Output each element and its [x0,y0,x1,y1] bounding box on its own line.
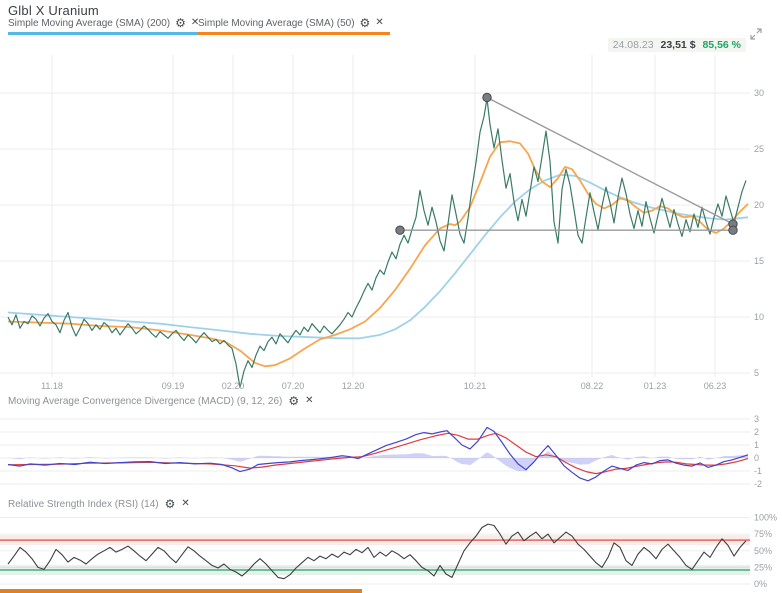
x-tick-label: 12.20 [341,381,365,391]
y-tick-label: 0% [754,579,767,589]
price-line [7,98,747,389]
macd-signal-line [7,432,749,475]
x-tick-label: 07.20 [281,381,305,391]
y-tick-label: -1 [754,466,762,476]
indicator-chip-sma-50[interactable]: Simple Moving Average (SMA) (50) ⚙ ✕ [198,17,390,35]
y-tick-label: 2 [754,427,759,437]
rsi-line [7,523,747,580]
quote-price: 23,51 $ [660,39,696,51]
horizontal-scrollbar[interactable] [0,589,362,593]
y-tick-label: 3 [754,414,759,424]
quote-date: 24.08.23 [612,39,654,51]
y-tick-label: 5 [754,368,759,378]
x-tick-label: 10.21 [463,381,487,391]
rsi-panel-title: Relative Strength Index (RSI) (14) [8,498,159,510]
trendline[interactable] [486,96,734,225]
trendline-handle[interactable] [395,225,405,235]
trendline-handle[interactable] [482,92,492,103]
sma200-line [7,173,749,340]
y-tick-label: -2 [754,479,762,489]
quote-change-percent: 85,56 % [702,39,741,51]
x-tick-label: 08.22 [580,381,604,391]
y-tick-label: 15 [754,256,764,266]
x-tick-label: 06.23 [703,381,727,391]
indicator-label: Simple Moving Average (SMA) (200) [8,17,171,29]
rsi-panel-header: Relative Strength Index (RSI) (14) ⚙ ✕ [8,498,190,510]
macd-line [7,426,749,482]
indicator-label: Simple Moving Average (SMA) (50) [198,17,355,29]
gear-icon[interactable]: ⚙ [288,394,300,408]
close-icon[interactable]: ✕ [181,498,190,509]
gear-icon[interactable]: ⚙ [175,16,186,30]
x-tick-label: 11.18 [41,381,63,391]
macd-panel-header: Moving Average Convergence Divergence (M… [8,395,314,407]
y-tick-label: 50% [754,546,772,556]
quote-info: 24.08.23 23,51 $ 85,56 % [607,38,746,52]
y-tick-label: 25 [754,144,764,154]
y-tick-label: 75% [754,529,772,539]
y-tick-label: 100% [754,513,777,523]
close-icon[interactable]: ✕ [305,395,314,406]
y-tick-label: 25% [754,562,772,572]
close-icon[interactable]: ✕ [375,17,384,28]
x-tick-label: 02.20 [221,381,245,391]
sma50-line [7,140,749,368]
indicator-chip-sma-200[interactable]: Simple Moving Average (SMA) (200) ⚙ ✕ [8,16,206,35]
expand-icon[interactable] [750,27,762,45]
y-tick-label: 10 [754,312,764,322]
y-tick-label: 1 [754,440,759,450]
x-tick-label: 09.19 [161,381,185,391]
close-icon[interactable]: ✕ [190,17,200,28]
y-tick-label: 20 [754,200,764,210]
macd-panel-title: Moving Average Convergence Divergence (M… [8,395,283,407]
page-title: Glbl X Uranium [8,3,99,18]
gear-icon[interactable]: ⚙ [164,497,176,511]
y-tick-label: 0 [754,453,759,463]
x-tick-label: 01.23 [643,381,667,391]
gear-icon[interactable]: ⚙ [359,16,371,30]
y-tick-label: 30 [754,88,764,98]
trendline-handle[interactable] [728,225,738,235]
macd-histogram [8,450,748,472]
